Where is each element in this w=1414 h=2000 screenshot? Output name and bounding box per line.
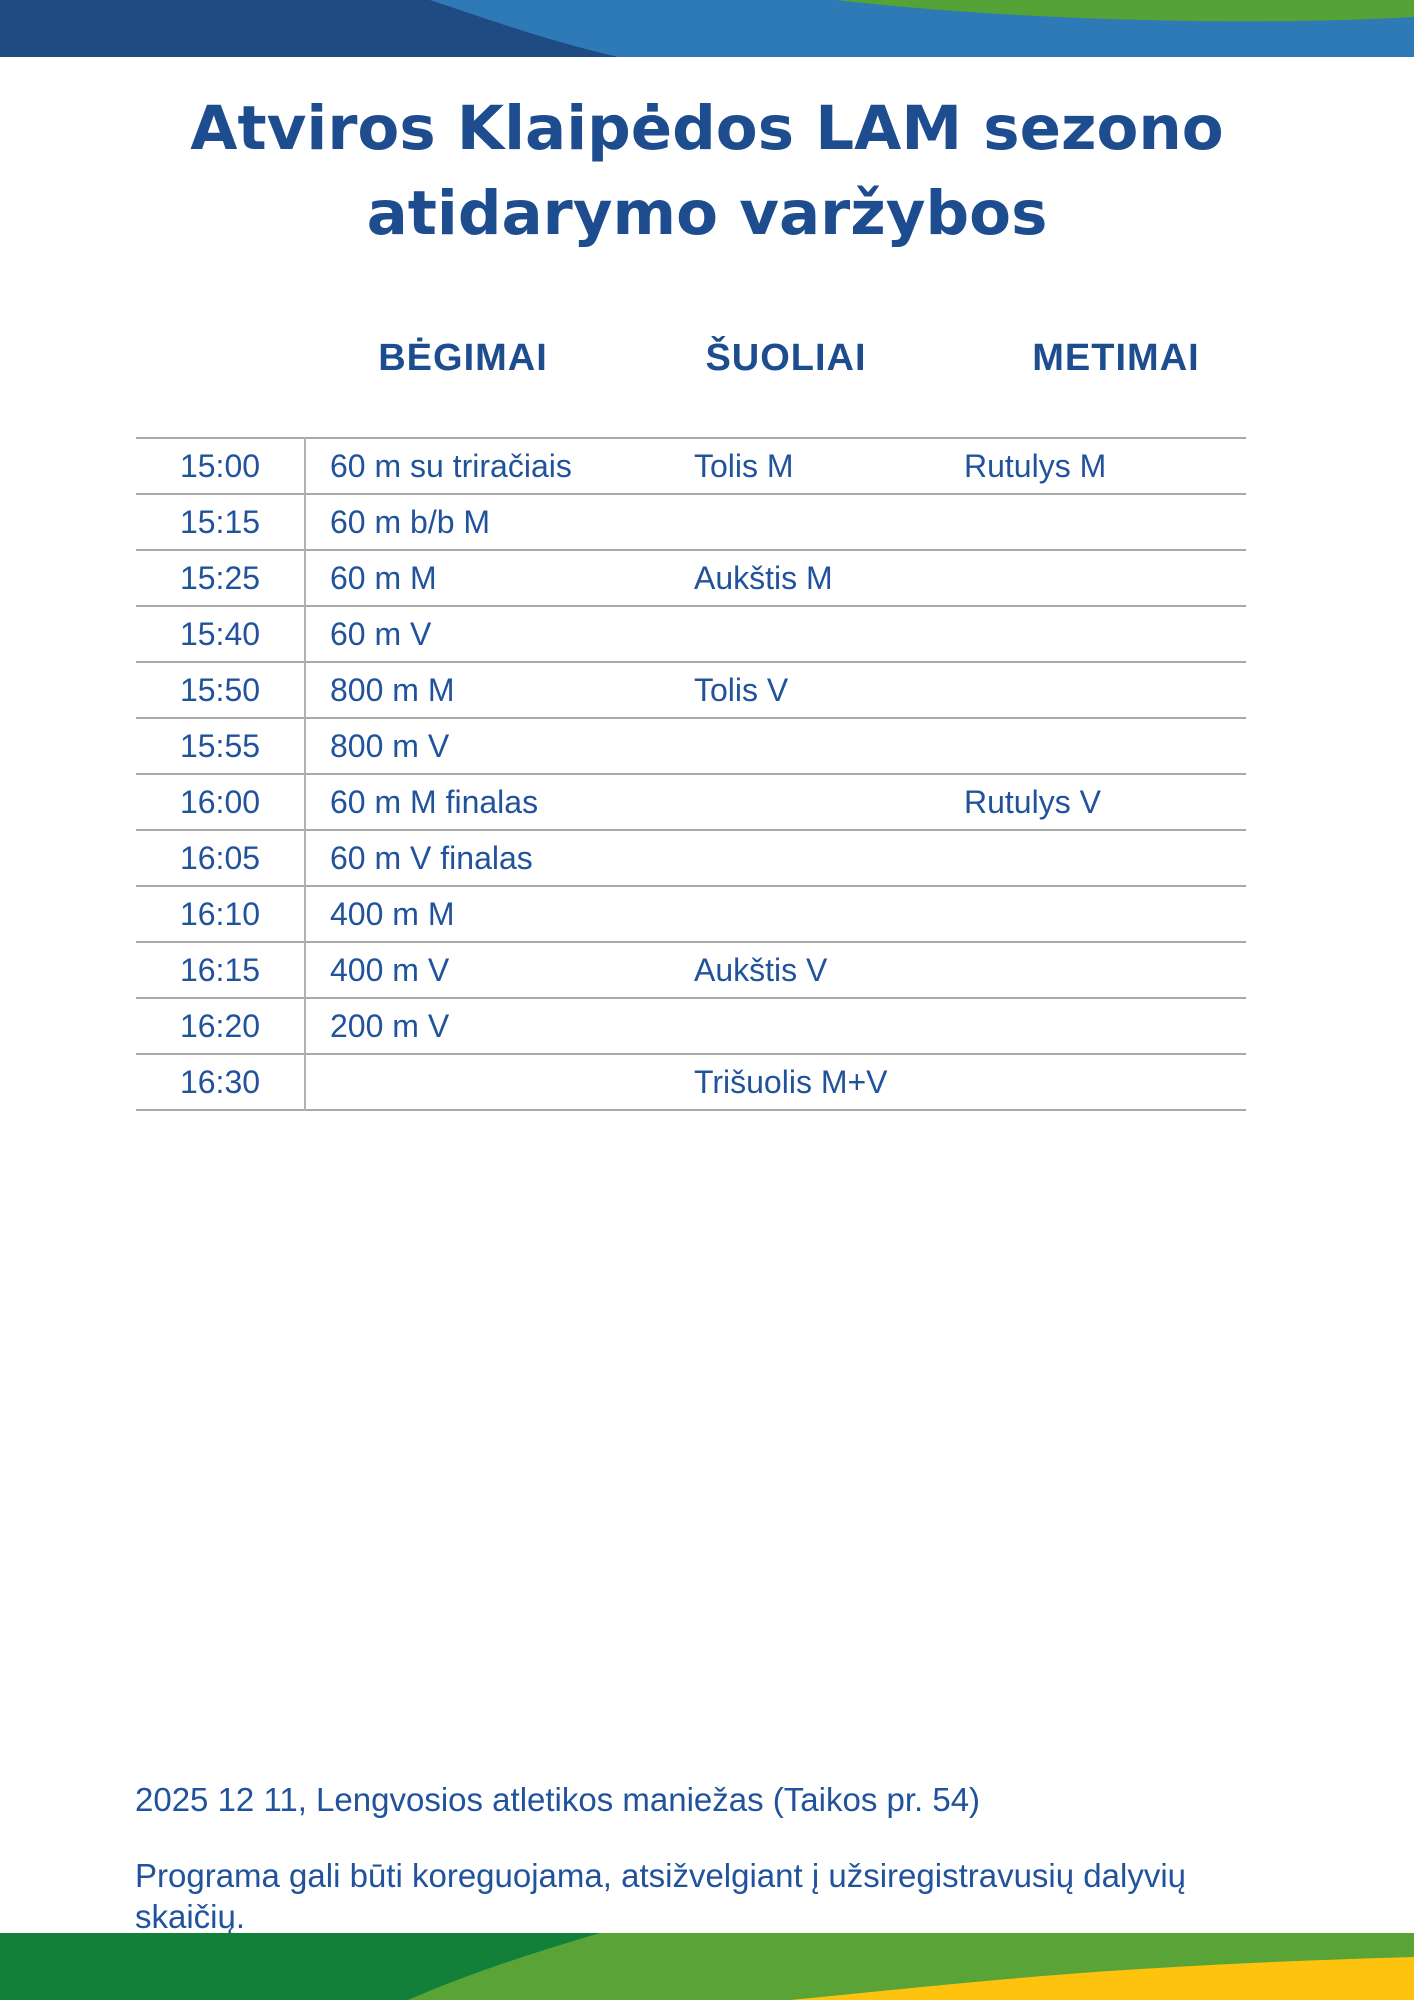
time-cell: 15:50 <box>179 671 261 708</box>
bottom-decoration <box>0 1933 1414 2000</box>
run-event-cell: 60 m M finalas <box>330 783 539 820</box>
table-row: 15:00 60 m su triračiais Tolis M Rutulys… <box>136 439 1246 495</box>
top-green-wave <box>836 0 1414 22</box>
page-title-line2: atidarymo varžybos <box>366 178 1048 249</box>
time-cell: 16:20 <box>179 1007 261 1044</box>
run-event-cell: 400 m M <box>330 895 455 932</box>
event-date-location: 2025 12 11, Lengvosios atletikos manieža… <box>135 1781 981 1818</box>
run-event-cell: 60 m b/b M <box>330 503 491 540</box>
top-dark-blue-wave <box>0 0 618 57</box>
program-disclaimer: Programa gali būti koreguojama, atsižvel… <box>135 1857 1187 1935</box>
run-event-cell: 400 m V <box>330 951 450 988</box>
page-title-line1: Atviros Klaipėdos LAM sezono <box>190 93 1224 164</box>
run-event-cell: 60 m M <box>330 559 437 596</box>
run-event-cell: 200 m V <box>330 1007 450 1044</box>
run-event-cell: 800 m V <box>330 727 450 764</box>
table-row: 16:00 60 m M finalas Rutulys V <box>136 775 1246 831</box>
column-header-throws: METIMAI <box>1032 337 1200 379</box>
table-row: 16:05 60 m V finalas <box>136 831 1246 887</box>
time-cell: 15:25 <box>179 559 261 596</box>
table-row: 15:55 800 m V <box>136 719 1246 775</box>
jump-event-cell: Aukštis M <box>694 559 833 596</box>
run-event-cell: 60 m V finalas <box>330 839 533 876</box>
time-column-divider <box>304 437 306 1111</box>
table-row: 15:40 60 m V <box>136 607 1246 663</box>
table-row: 15:15 60 m b/b M <box>136 495 1246 551</box>
time-cell: 15:40 <box>179 615 261 652</box>
table-row: 15:25 60 m M Aukštis M <box>136 551 1246 607</box>
time-cell: 15:55 <box>179 727 261 764</box>
jump-event-cell: Tolis M <box>694 447 794 484</box>
table-row: 16:10 400 m M <box>136 887 1246 943</box>
throw-event-cell: Rutulys V <box>964 783 1101 820</box>
time-cell: 16:05 <box>179 839 261 876</box>
bottom-yellow-ellipse <box>790 1957 1414 2000</box>
run-event-cell: 60 m su triračiais <box>330 447 572 484</box>
table-row: 16:20 200 m V <box>136 999 1246 1055</box>
top-decoration <box>0 0 1414 57</box>
jump-event-cell: Aukštis V <box>694 951 828 988</box>
jump-event-cell: Tolis V <box>694 671 789 708</box>
jump-event-cell: Trišuolis M+V <box>694 1063 888 1100</box>
time-cell: 16:10 <box>179 895 261 932</box>
throw-event-cell: Rutulys M <box>964 447 1107 484</box>
time-cell: 16:30 <box>179 1063 261 1100</box>
time-cell: 16:00 <box>179 783 261 820</box>
time-cell: 15:00 <box>179 447 261 484</box>
column-header-jumps: ŠUOLIAI <box>705 337 867 379</box>
page-title: Atviros Klaipėdos LAM sezono atidarymo v… <box>0 86 1414 256</box>
column-header-runs: BĖGIMAI <box>378 337 548 379</box>
bottom-dark-green-wave <box>0 1933 600 2000</box>
time-cell: 16:15 <box>179 951 261 988</box>
run-event-cell: 60 m V <box>330 615 432 652</box>
table-row: 16:30 Trišuolis M+V <box>136 1055 1246 1111</box>
table-row: 16:15 400 m V Aukštis V <box>136 943 1246 999</box>
run-event-cell: 800 m M <box>330 671 455 708</box>
schedule-table-rows: 15:00 60 m su triračiais Tolis M Rutulys… <box>136 437 1246 1111</box>
time-cell: 15:15 <box>179 503 261 540</box>
table-row: 15:50 800 m M Tolis V <box>136 663 1246 719</box>
